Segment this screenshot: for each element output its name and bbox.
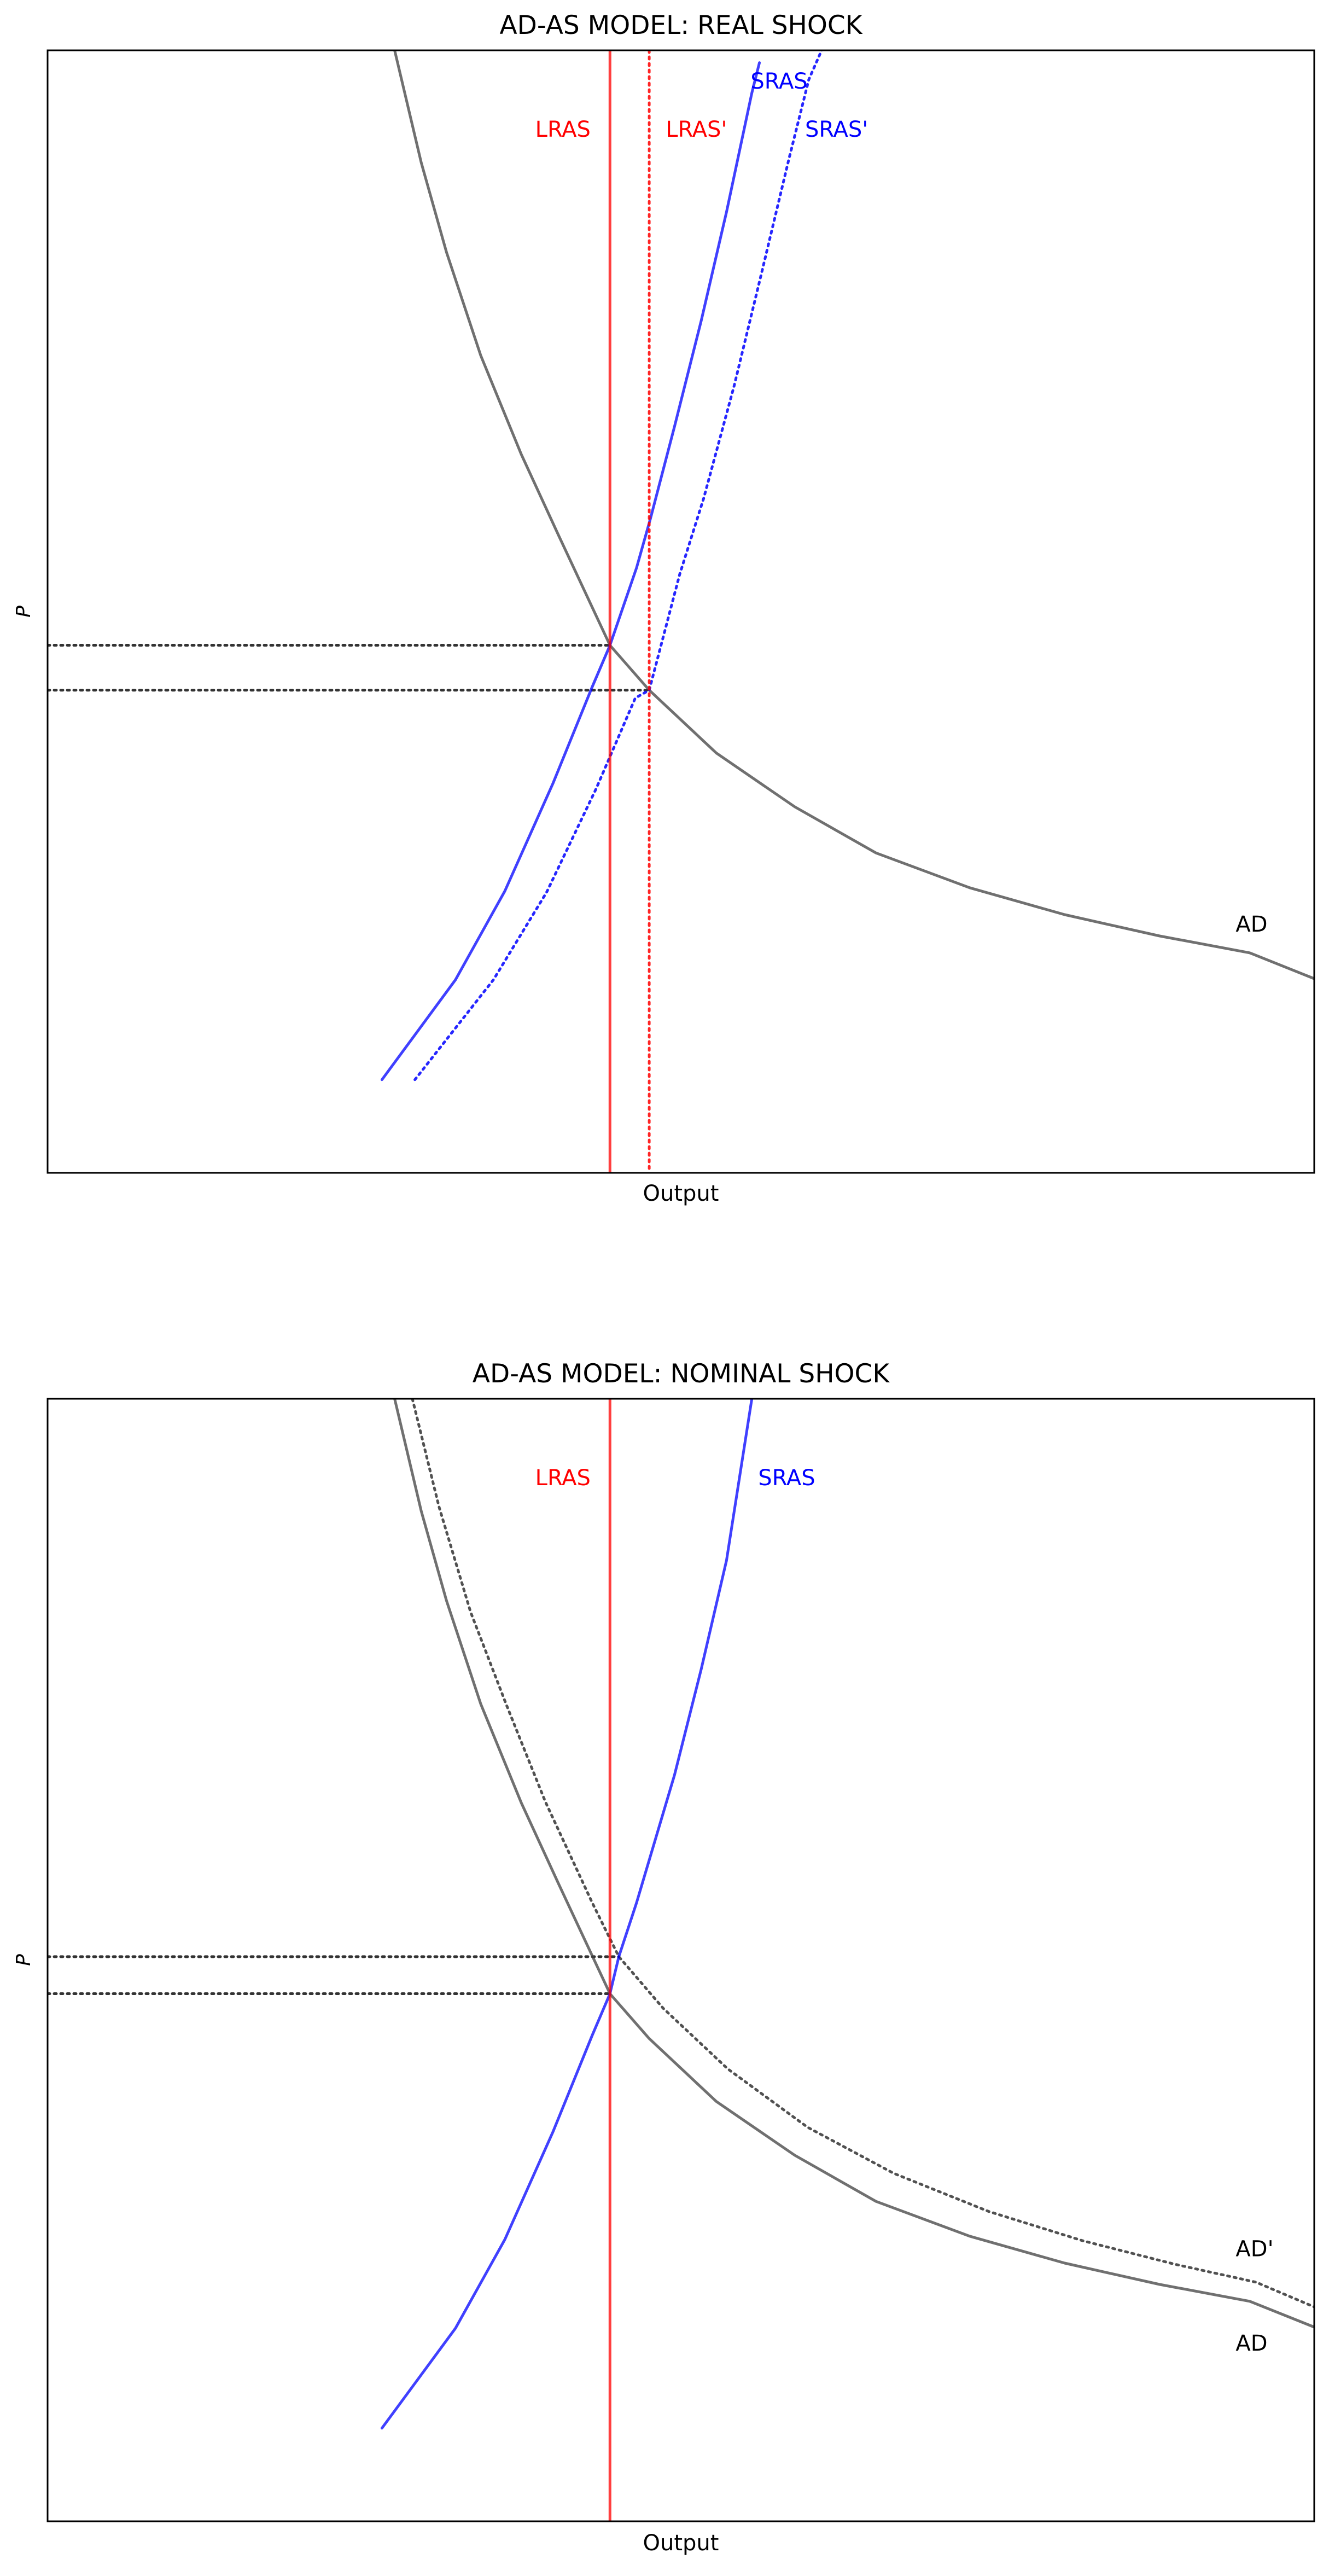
plot-area — [48, 50, 1314, 1173]
ad-curve-ad — [393, 1399, 1314, 2329]
sras-label-sras: SRAS — [750, 69, 807, 94]
lras-label-lras: LRAS — [535, 117, 591, 142]
ad-curve-ad — [393, 50, 1314, 980]
plot-frame — [46, 1398, 1315, 2522]
sras-curve-sras — [380, 1399, 754, 2430]
plot-area — [48, 1399, 1314, 2521]
sras-curve-sras — [380, 61, 761, 1081]
chart-nominal-shock: AD-AS MODEL: NOMINAL SHOCK AD AD' SRAS LRAS… — [13, 1359, 1315, 2556]
chart-marks: AD SRAS SRAS' LRAS LRAS' — [48, 50, 1314, 1173]
ad-curve-ad-prime — [411, 1399, 1314, 2308]
y-axis-label: P — [13, 1954, 35, 1966]
chart-title: AD-AS MODEL: NOMINAL SHOCK — [473, 1359, 890, 1389]
plot-frame — [46, 49, 1315, 1174]
ad-label-ad: AD — [1235, 912, 1267, 937]
ad-label-ad-prime: AD' — [1235, 2237, 1273, 2262]
ad-label-ad: AD — [1235, 2331, 1267, 2356]
lras-label-lras-prime: LRAS' — [666, 117, 727, 142]
sras-label-sras: SRAS — [758, 1466, 815, 1491]
y-axis-label: P — [13, 606, 35, 618]
chart-marks: AD AD' SRAS LRAS — [48, 1399, 1314, 2521]
lras-label-lras: LRAS — [535, 1466, 591, 1491]
chart-real-shock: AD-AS MODEL: REAL SHOCK AD SRAS SRAS' LRAS L… — [13, 10, 1315, 1206]
sras-curve-sras-prime — [413, 50, 824, 1081]
sras-label-sras-prime: SRAS' — [805, 117, 868, 142]
x-axis-label: Output — [643, 2531, 719, 2556]
x-axis-label: Output — [643, 1181, 719, 1206]
chart-title: AD-AS MODEL: REAL SHOCK — [499, 10, 862, 40]
